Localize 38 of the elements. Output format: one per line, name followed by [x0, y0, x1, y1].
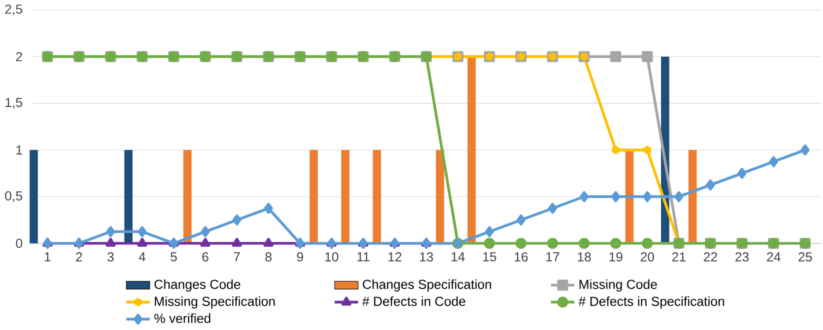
- x-tick-label: 8: [265, 252, 272, 262]
- legend-label: # Defects in Specification: [578, 296, 724, 308]
- y-tick-label: 1: [16, 145, 22, 154]
- legend-label: % verified: [154, 313, 210, 323]
- legend-label: Missing Code: [580, 279, 657, 292]
- legend-label: Changes Specification: [362, 279, 492, 292]
- x-tick-label: 18: [578, 252, 591, 262]
- x-tick-label: 10: [325, 252, 338, 262]
- x-tick-label: 23: [735, 252, 749, 262]
- x-tick-label: 21: [672, 252, 686, 262]
- legend-label: # Defects in Code: [362, 296, 466, 306]
- y-tick-label: 0: [16, 238, 22, 248]
- y-tick-label: 1,5: [6, 98, 22, 108]
- x-tick-label: 6: [202, 252, 208, 262]
- x-tick-label: 7: [234, 252, 240, 262]
- x-tick-label: 22: [704, 252, 718, 262]
- y-tick-label: 2: [16, 52, 22, 61]
- x-tick-label: 17: [546, 252, 560, 262]
- x-tick-label: 11: [357, 252, 370, 262]
- x-tick-label: 15: [483, 252, 496, 262]
- x-tick-label: 16: [514, 252, 528, 262]
- x-tick-label: 5: [170, 252, 177, 262]
- legend-label: Changes Code: [154, 279, 240, 292]
- x-tick-label: 13: [420, 252, 433, 262]
- x-tick-label: 2: [76, 252, 82, 262]
- x-tick-label: 3: [107, 252, 114, 262]
- x-tick-label: 12: [388, 252, 402, 262]
- y-tick-label: 0,5: [5, 191, 22, 202]
- x-tick-label: 20: [640, 252, 654, 262]
- x-tick-label: 25: [798, 252, 812, 262]
- x-tick-label: 24: [766, 252, 780, 262]
- x-tick-label: 14: [452, 252, 465, 262]
- legend-label: Missing Specification: [154, 296, 275, 308]
- x-tick-label: 19: [609, 252, 622, 262]
- x-tick-label: 4: [138, 252, 146, 262]
- x-tick-label: 9: [297, 252, 304, 262]
- y-tick-label: 2,5: [5, 4, 22, 16]
- x-tick-label: 1: [44, 252, 50, 262]
